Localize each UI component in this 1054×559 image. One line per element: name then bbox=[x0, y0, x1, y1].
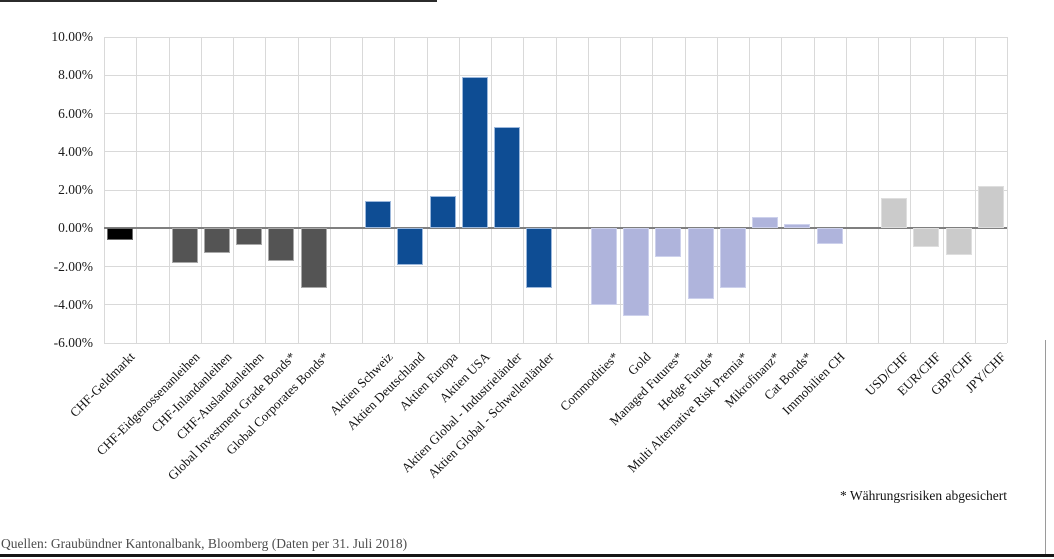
y-tick-label: 10.00% bbox=[51, 29, 93, 44]
zero-axis-line bbox=[104, 227, 1007, 230]
y-tick-label: -6.00% bbox=[53, 335, 93, 350]
gridline-vertical bbox=[781, 37, 783, 343]
gridline-vertical bbox=[620, 37, 621, 343]
chart-bar bbox=[236, 228, 263, 246]
chart-bar bbox=[752, 216, 779, 229]
chart-bar bbox=[784, 224, 811, 229]
chart-bar bbox=[429, 195, 456, 229]
y-tick-label: -4.00% bbox=[53, 296, 93, 312]
gridline-vertical bbox=[394, 37, 396, 343]
chart-bar bbox=[655, 228, 682, 257]
gridline-vertical bbox=[684, 37, 686, 343]
y-tick-label: 0.00% bbox=[58, 220, 93, 236]
gridline-vertical bbox=[200, 37, 202, 343]
chart-bar bbox=[816, 228, 843, 244]
chart-bar bbox=[590, 228, 617, 305]
chart-bar bbox=[494, 126, 521, 229]
chart-bar bbox=[913, 228, 940, 248]
gridline-vertical bbox=[426, 37, 428, 343]
chart-bar bbox=[365, 201, 392, 229]
chart-bar bbox=[107, 228, 134, 240]
gridline-vertical bbox=[458, 37, 460, 343]
gridline-vertical bbox=[136, 37, 138, 343]
chart-bar bbox=[945, 228, 972, 256]
window-edge-line bbox=[1045, 340, 1046, 554]
gridline-vertical bbox=[749, 37, 750, 343]
gridline-vertical bbox=[233, 37, 234, 343]
y-tick-label: 2.00% bbox=[58, 182, 93, 197]
gridline-vertical bbox=[716, 37, 718, 343]
hedging-footnote: * Währungsrisiken abgesichert bbox=[840, 488, 1007, 503]
gridline-vertical bbox=[491, 37, 492, 343]
gridline-vertical bbox=[168, 37, 170, 343]
y-tick-label: 4.00% bbox=[58, 143, 93, 159]
gridline-vertical bbox=[362, 37, 363, 343]
gridline-vertical bbox=[652, 37, 654, 343]
gridline-horizontal bbox=[104, 342, 1007, 344]
chart-bar bbox=[526, 228, 553, 288]
gridline-vertical bbox=[813, 37, 815, 343]
gridline-vertical bbox=[942, 37, 944, 343]
y-tick-label: 6.00% bbox=[58, 105, 93, 121]
gridline-vertical bbox=[1007, 37, 1008, 343]
chart-bar bbox=[461, 77, 488, 229]
gridline-vertical bbox=[265, 37, 267, 343]
chart-bar bbox=[203, 228, 230, 254]
chart-bar bbox=[300, 228, 327, 288]
chart-bar bbox=[719, 228, 746, 288]
chart-bar bbox=[397, 228, 424, 265]
chart-bar bbox=[623, 228, 650, 317]
y-tick-label: -2.00% bbox=[53, 258, 93, 274]
chart-bar bbox=[977, 186, 1004, 229]
source-caption: Quellen: Graubündner Kantonalbank, Bloom… bbox=[1, 536, 408, 551]
gridline-vertical bbox=[555, 37, 557, 343]
gridline-vertical bbox=[104, 37, 105, 343]
chart-bar bbox=[687, 228, 714, 299]
chart-bar bbox=[171, 228, 198, 263]
chart-bar bbox=[268, 228, 295, 261]
bottom-border-line bbox=[0, 554, 1054, 557]
gridline-vertical bbox=[974, 37, 976, 343]
gridline-vertical bbox=[523, 37, 525, 343]
gridline-vertical bbox=[587, 37, 589, 343]
top-border-line bbox=[0, 0, 437, 2]
gridline-vertical bbox=[910, 37, 912, 343]
gridline-vertical bbox=[845, 37, 847, 343]
gridline-vertical bbox=[329, 37, 331, 343]
y-tick-label: 8.00% bbox=[58, 67, 93, 83]
gridline-vertical bbox=[297, 37, 299, 343]
chart-bar bbox=[881, 197, 908, 229]
gridline-vertical bbox=[878, 37, 879, 343]
